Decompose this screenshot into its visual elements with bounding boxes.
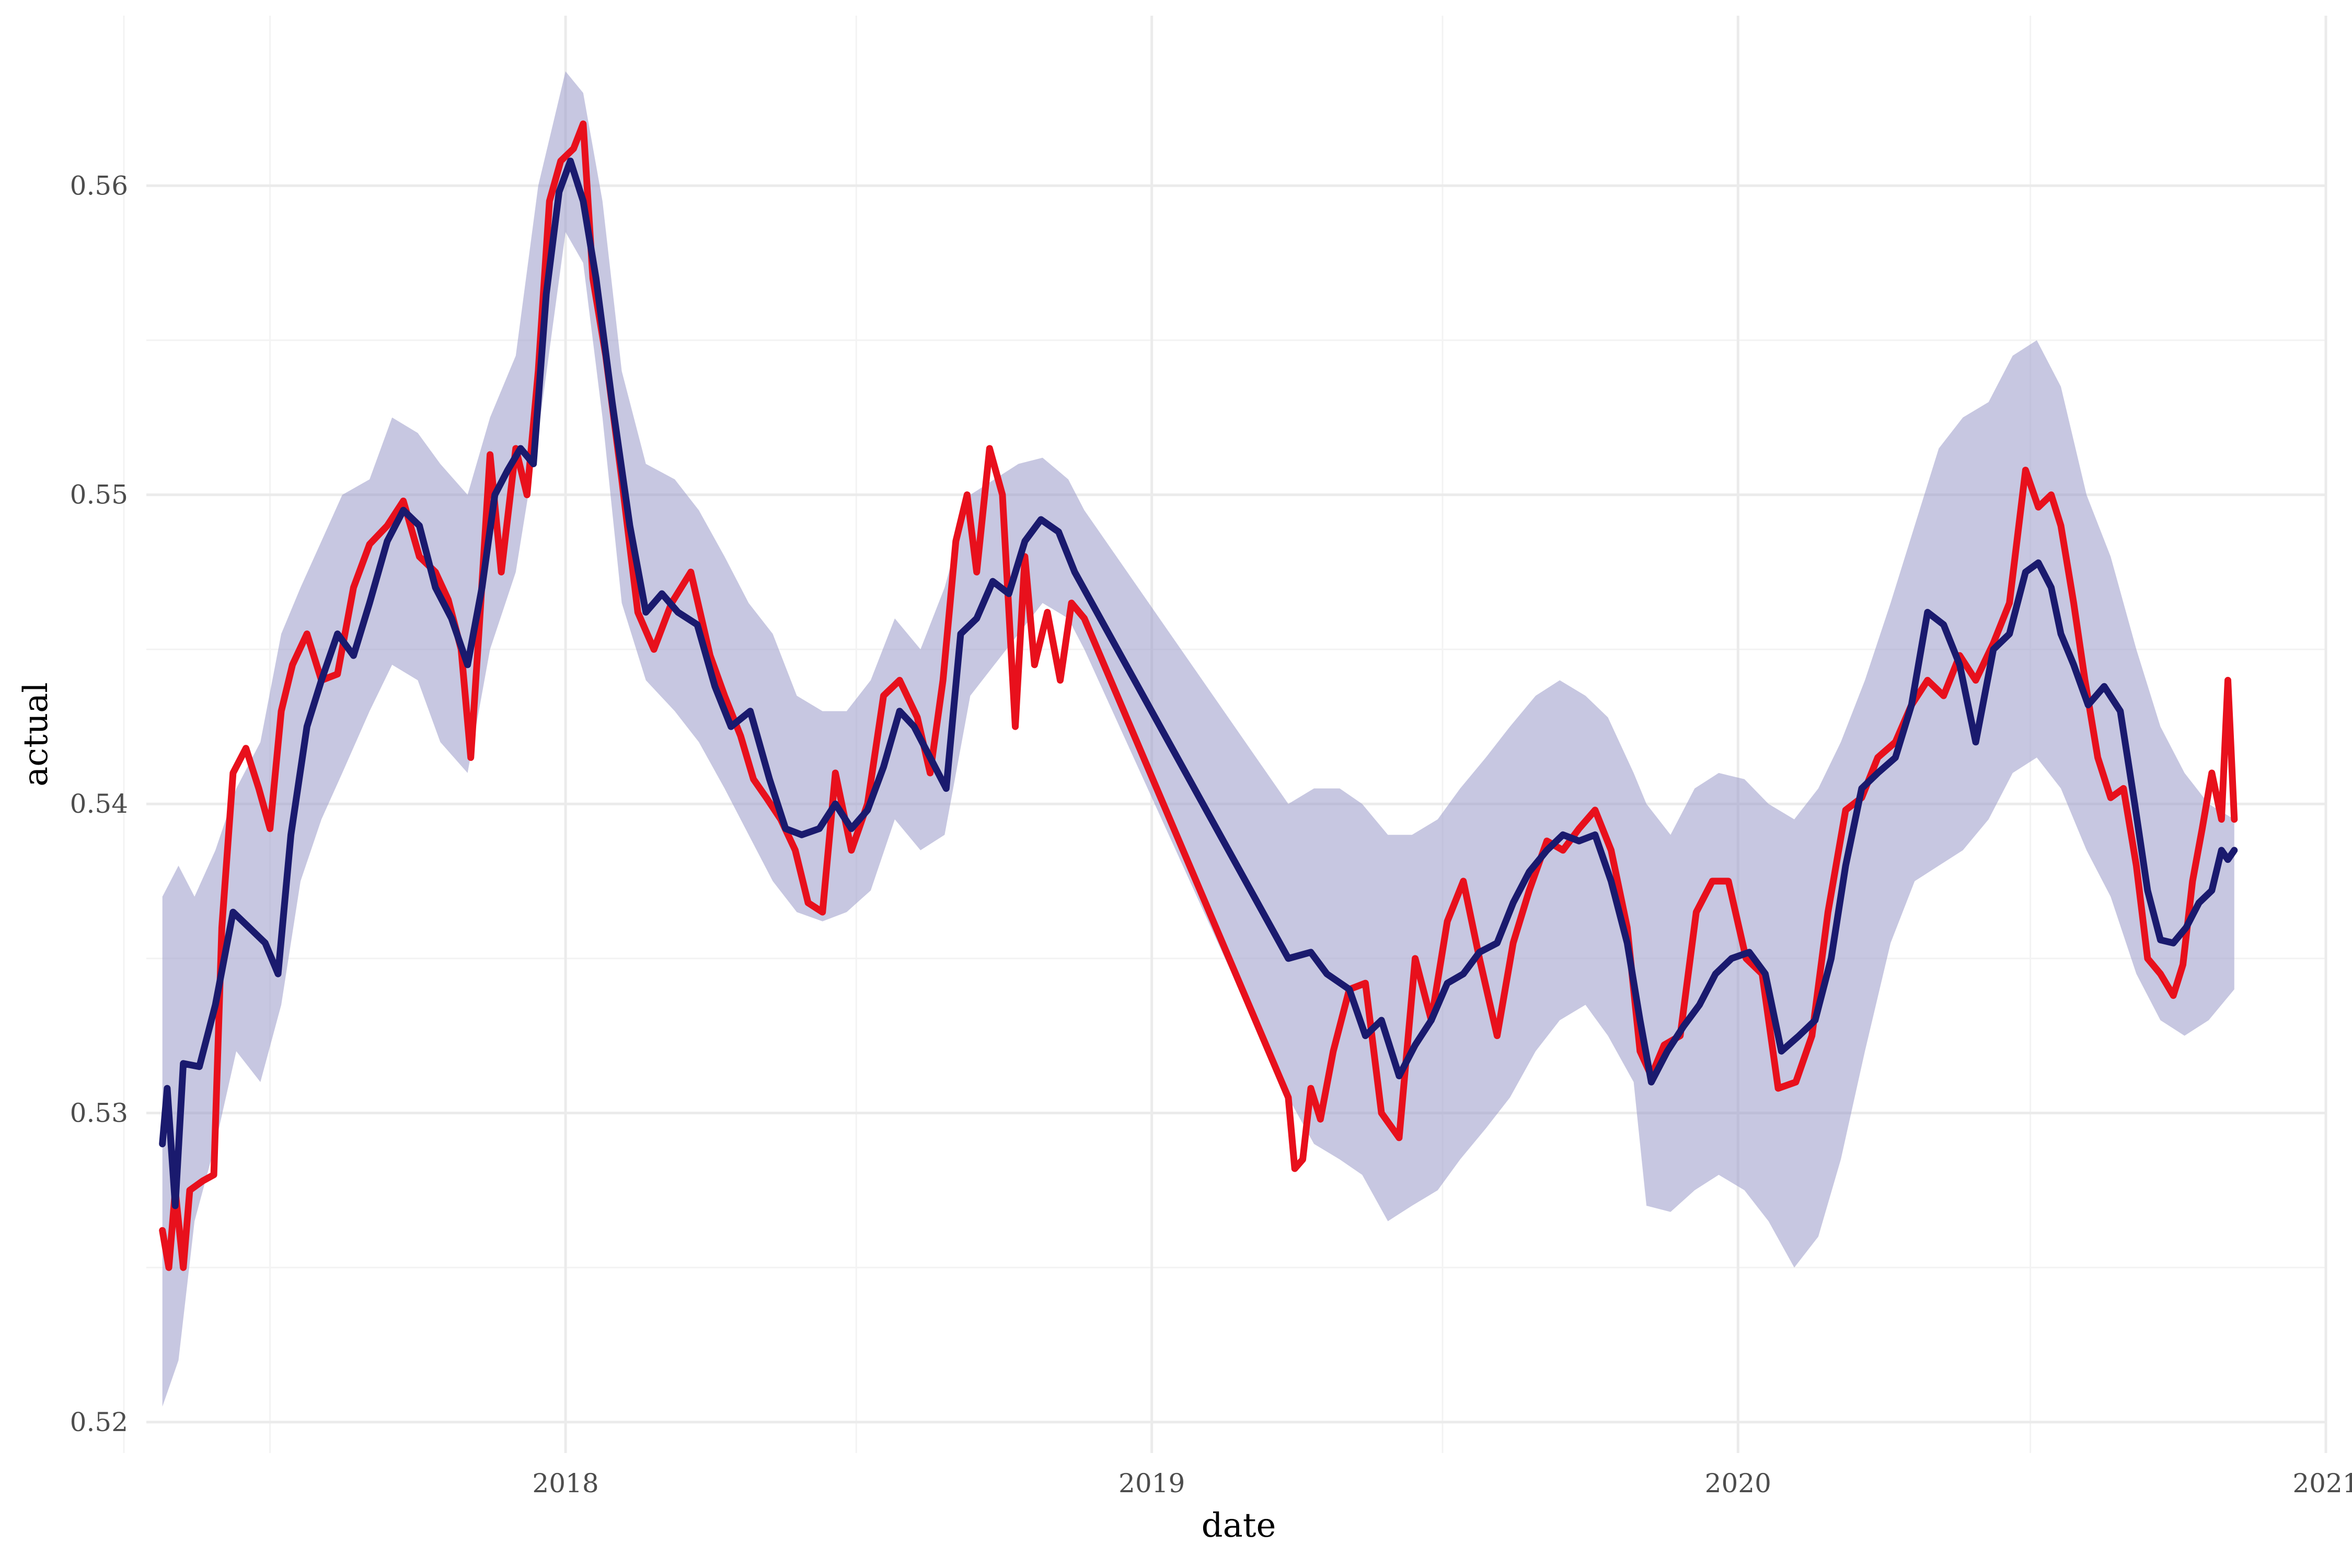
y-tick-label: 0.53 [70, 1098, 128, 1128]
y-tick-label: 0.52 [70, 1407, 128, 1437]
confidence-band [162, 71, 2234, 1407]
y-axis-tick-labels: 0.52 0.53 0.54 0.55 0.56 [70, 170, 128, 1437]
y-tick-label: 0.54 [70, 789, 128, 819]
x-tick-label: 2019 [1119, 1468, 1185, 1498]
x-axis-title: date [1202, 1506, 1276, 1545]
series-layer [159, 120, 2238, 1271]
x-tick-label: 2018 [532, 1468, 598, 1498]
x-tick-label: 2021 [2292, 1468, 2352, 1498]
y-axis-title: actual [17, 682, 55, 787]
confidence-band-layer [162, 71, 2234, 1407]
series-line-predicted [159, 157, 2238, 1209]
y-tick-label: 0.56 [70, 170, 128, 201]
y-tick-label: 0.55 [70, 480, 128, 510]
x-axis-tick-labels: 2018 2019 2020 2021 [532, 1468, 2352, 1498]
x-tick-label: 2020 [1705, 1468, 1771, 1498]
